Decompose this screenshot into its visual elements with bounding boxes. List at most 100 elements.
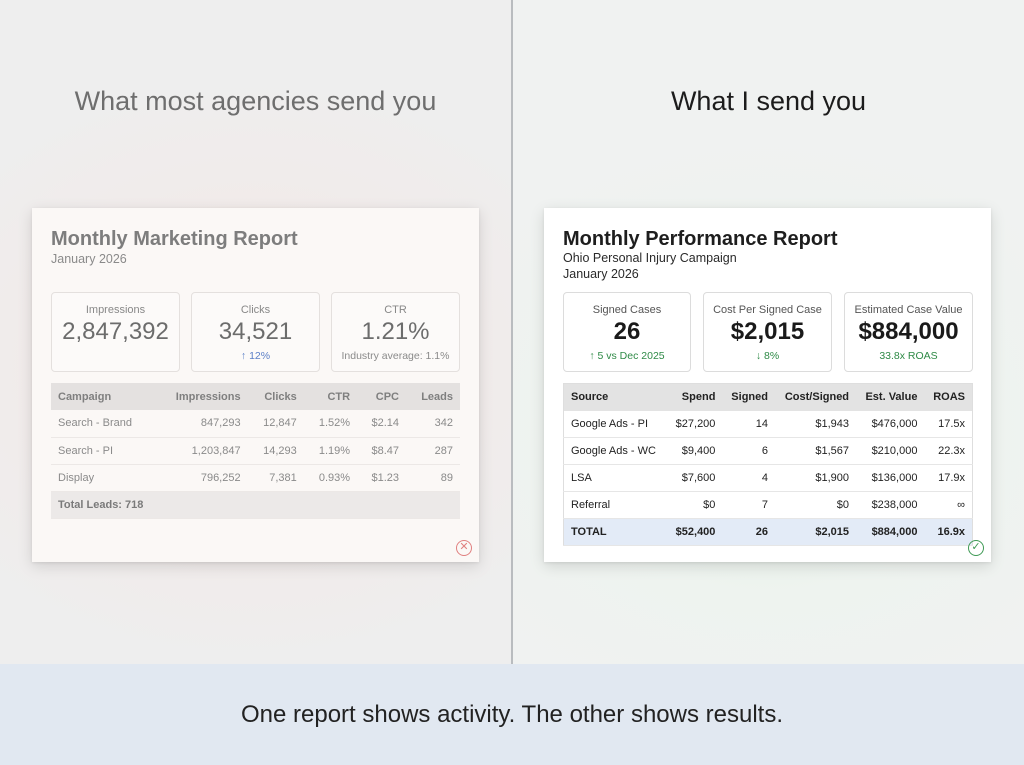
right-panel: What I send you Monthly Performance Repo…: [513, 0, 1024, 664]
table-cell: 342: [434, 417, 453, 430]
table-cell: $2,015: [774, 518, 857, 546]
left-heading: What most agencies send you: [74, 86, 437, 116]
table-cell: Search - Brand: [58, 417, 132, 430]
metric-note: 33.8x ROAS: [879, 350, 938, 362]
table-cell: 796,252: [200, 471, 241, 484]
divider: [511, 0, 513, 664]
column-header: CPC: [375, 390, 399, 403]
table-cell: 14,293: [263, 444, 297, 457]
performance-report-card: Monthly Performance Report Ohio Personal…: [544, 208, 991, 562]
metric-label: Cost Per Signed Case: [713, 304, 822, 316]
report-date: January 2026: [563, 267, 639, 281]
metric-impressions: Impressions 2,847,392: [51, 292, 180, 372]
table-row: Display 796,252 7,381 0.93% $1.23 89: [51, 464, 460, 491]
column-header: CTR: [327, 390, 351, 403]
column-header: Cost/Signed: [784, 391, 850, 404]
table-cell: LSA: [563, 464, 667, 492]
column-header: Impressions: [175, 390, 241, 403]
table-cell: $0: [666, 491, 723, 519]
table-cell: 16.9x: [924, 518, 973, 546]
column-header: Clicks: [264, 390, 297, 403]
table-row: Referral $0 7 $0 $238,000 ∞: [563, 491, 973, 519]
total-row: Total Leads: 718: [51, 491, 460, 518]
table-row: Google Ads - WC $9,400 6 $1,567 $210,000…: [563, 437, 973, 465]
metric-note: ↓ 8%: [755, 350, 780, 362]
metric-value: 1.21%: [361, 318, 430, 345]
column-header: Est. Value: [865, 391, 918, 404]
table-cell: Search - PI: [58, 444, 114, 457]
table-cell: $8.47: [371, 444, 399, 457]
table-cell: $52,400: [666, 518, 723, 546]
table-cell: $476,000: [856, 410, 925, 438]
metric-label: Estimated Case Value: [854, 304, 963, 316]
table-cell: ∞: [924, 491, 973, 519]
table-header-row: Campaign Impressions Clicks CTR CPC Lead…: [51, 383, 460, 410]
table-row: LSA $7,600 4 $1,900 $136,000 17.9x: [563, 464, 973, 492]
metric-label: Signed Cases: [592, 304, 662, 316]
table-cell: $136,000: [856, 464, 925, 492]
report-title: Monthly Marketing Report: [51, 228, 298, 250]
table-cell: $9,400: [666, 437, 723, 465]
metric-case-value: Estimated Case Value $884,000 33.8x ROAS: [844, 292, 973, 372]
x-circle-icon: ✕: [456, 540, 472, 556]
table-cell: 17.5x: [924, 410, 973, 438]
metric-note: Industry average: 1.1%: [341, 350, 450, 362]
metric-cost-per-signed: Cost Per Signed Case $2,015 ↓ 8%: [703, 292, 832, 372]
metric-label: CTR: [384, 304, 407, 316]
table-cell: 4: [722, 464, 775, 492]
table-cell: Referral: [563, 491, 667, 519]
left-panel: What most agencies send you Monthly Mark…: [0, 0, 511, 664]
metric-value: $2,015: [730, 318, 805, 345]
table-cell: Display: [58, 471, 95, 484]
metric-note: ↑ 12%: [240, 350, 271, 362]
total-leads: Total Leads: 718: [58, 498, 144, 511]
metric-value: 2,847,392: [62, 318, 169, 345]
table-cell: 1.19%: [318, 444, 351, 457]
table-cell: $0: [774, 491, 857, 519]
total-row: TOTAL $52,400 26 $2,015 $884,000 16.9x: [563, 518, 973, 546]
source-table: Source Spend Signed Cost/Signed Est. Val…: [563, 383, 973, 546]
column-header: Spend: [681, 391, 716, 404]
metric-ctr: CTR 1.21% Industry average: 1.1%: [331, 292, 460, 372]
metric-value: 34,521: [218, 318, 293, 345]
table-cell: 7: [722, 491, 775, 519]
report-subtitle: Ohio Personal Injury Campaign: [563, 251, 737, 265]
table-cell: 6: [722, 437, 775, 465]
report-title: Monthly Performance Report: [563, 228, 838, 250]
table-cell: 1.52%: [318, 417, 351, 430]
column-header: Leads: [421, 390, 453, 403]
table-cell: TOTAL: [563, 518, 667, 546]
table-cell: $884,000: [856, 518, 925, 546]
metric-clicks: Clicks 34,521 ↑ 12%: [191, 292, 320, 372]
marketing-report-card: Monthly Marketing Report January 2026 Im…: [32, 208, 479, 562]
table-header-row: Source Spend Signed Cost/Signed Est. Val…: [563, 383, 973, 411]
table-cell: 22.3x: [924, 437, 973, 465]
metric-signed-cases: Signed Cases 26 ↑ 5 vs Dec 2025: [563, 292, 691, 372]
footer-banner: One report shows activity. The other sho…: [0, 664, 1024, 765]
table-cell: $210,000: [856, 437, 925, 465]
table-cell: $1,900: [774, 464, 857, 492]
report-date: January 2026: [51, 252, 127, 266]
column-header: Campaign: [58, 390, 112, 403]
check-circle-icon: ✓: [968, 540, 984, 556]
column-header: ROAS: [933, 391, 965, 404]
table-cell: 17.9x: [924, 464, 973, 492]
metric-value: 26: [613, 318, 641, 345]
table-cell: 26: [722, 518, 775, 546]
table-cell: 0.93%: [318, 471, 351, 484]
metric-note: ↑ 5 vs Dec 2025: [589, 350, 665, 362]
table-cell: $7,600: [666, 464, 723, 492]
table-cell: $1,943: [774, 410, 857, 438]
table-row: Search - PI 1,203,847 14,293 1.19% $8.47…: [51, 437, 460, 464]
table-cell: 12,847: [263, 417, 297, 430]
table-cell: 89: [440, 471, 453, 484]
right-heading: What I send you: [670, 86, 867, 116]
table-cell: $27,200: [666, 410, 723, 438]
footer-text: One report shows activity. The other sho…: [240, 701, 783, 728]
table-cell: $1,567: [774, 437, 857, 465]
table-cell: 847,293: [200, 417, 241, 430]
table-cell: 1,203,847: [191, 444, 241, 457]
table-cell: 14: [722, 410, 775, 438]
table-cell: Google Ads - PI: [563, 410, 667, 438]
table-cell: 287: [434, 444, 453, 457]
